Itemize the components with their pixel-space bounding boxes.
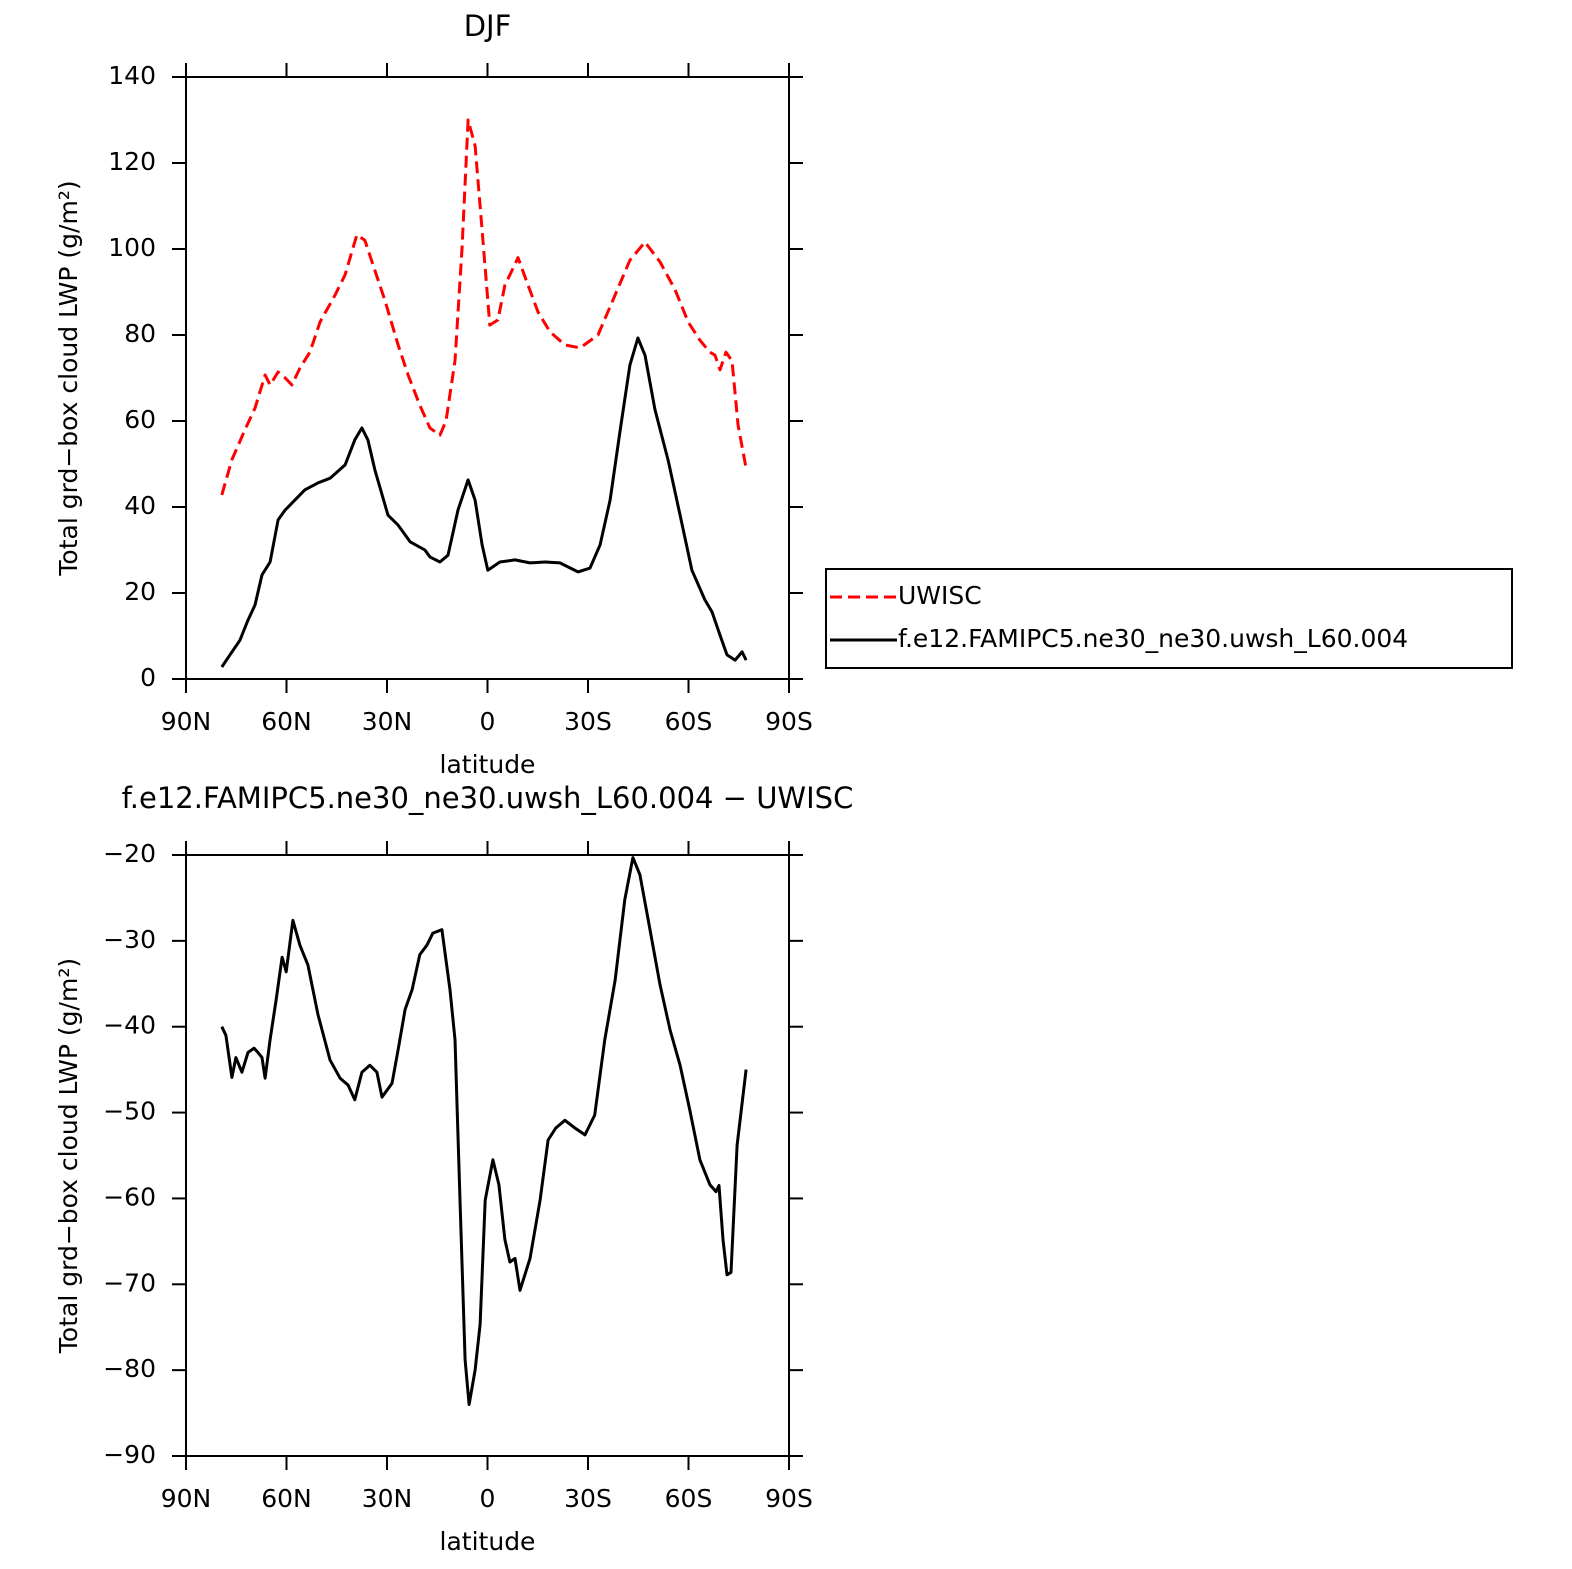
legend-label: UWISC [898, 581, 982, 610]
x-tick-label: 60N [261, 707, 312, 736]
data-line [220, 336, 748, 668]
x-tick-label: 30N [362, 707, 413, 736]
plot-frame [185, 854, 790, 1457]
x-tick-label: 0 [480, 707, 496, 736]
x-tick-label: 90N [161, 707, 212, 736]
y-tick-label: 120 [108, 147, 156, 176]
y-tick-label: −20 [103, 839, 156, 868]
legend-label: f.e12.FAMIPC5.ne30_ne30.uwsh_L60.004 [898, 624, 1408, 653]
y-tick-label: −60 [103, 1182, 156, 1211]
legend-box [825, 568, 1513, 669]
plot-frame [185, 76, 790, 680]
x-tick-label: 30N [362, 1484, 413, 1513]
y-tick-label: 80 [124, 319, 156, 348]
y-tick-label: −40 [103, 1011, 156, 1040]
x-tick-label: 90S [765, 1484, 813, 1513]
x-tick-label: 60N [261, 1484, 312, 1513]
y-tick-label: 100 [108, 233, 156, 262]
y-tick-label: −70 [103, 1268, 156, 1297]
y-tick-label: −90 [103, 1440, 156, 1469]
y-tick-label: 60 [124, 405, 156, 434]
x-tick-label: 90S [765, 707, 813, 736]
x-axis-label: latitude [440, 750, 536, 779]
y-tick-label: 140 [108, 61, 156, 90]
x-tick-label: 60S [665, 1484, 713, 1513]
chart-title: f.e12.FAMIPC5.ne30_ne30.uwsh_L60.004 − U… [122, 781, 854, 815]
data-line [220, 118, 748, 496]
y-tick-label: −50 [103, 1097, 156, 1126]
y-axis-label: Total grd−box cloud LWP (g/m²) [54, 180, 83, 576]
x-tick-label: 30S [564, 707, 612, 736]
x-axis-label: latitude [440, 1527, 536, 1556]
y-tick-label: −30 [103, 925, 156, 954]
y-tick-label: 20 [124, 577, 156, 606]
x-tick-label: 90N [161, 1484, 212, 1513]
y-tick-label: 40 [124, 491, 156, 520]
chart-title: DJF [464, 9, 512, 43]
y-axis-label: Total grd−box cloud LWP (g/m²) [54, 958, 83, 1354]
x-tick-label: 30S [564, 1484, 612, 1513]
x-tick-label: 0 [480, 1484, 496, 1513]
x-tick-label: 60S [665, 707, 713, 736]
y-tick-label: 0 [140, 663, 156, 692]
data-line [220, 856, 748, 1406]
y-tick-label: −80 [103, 1354, 156, 1383]
